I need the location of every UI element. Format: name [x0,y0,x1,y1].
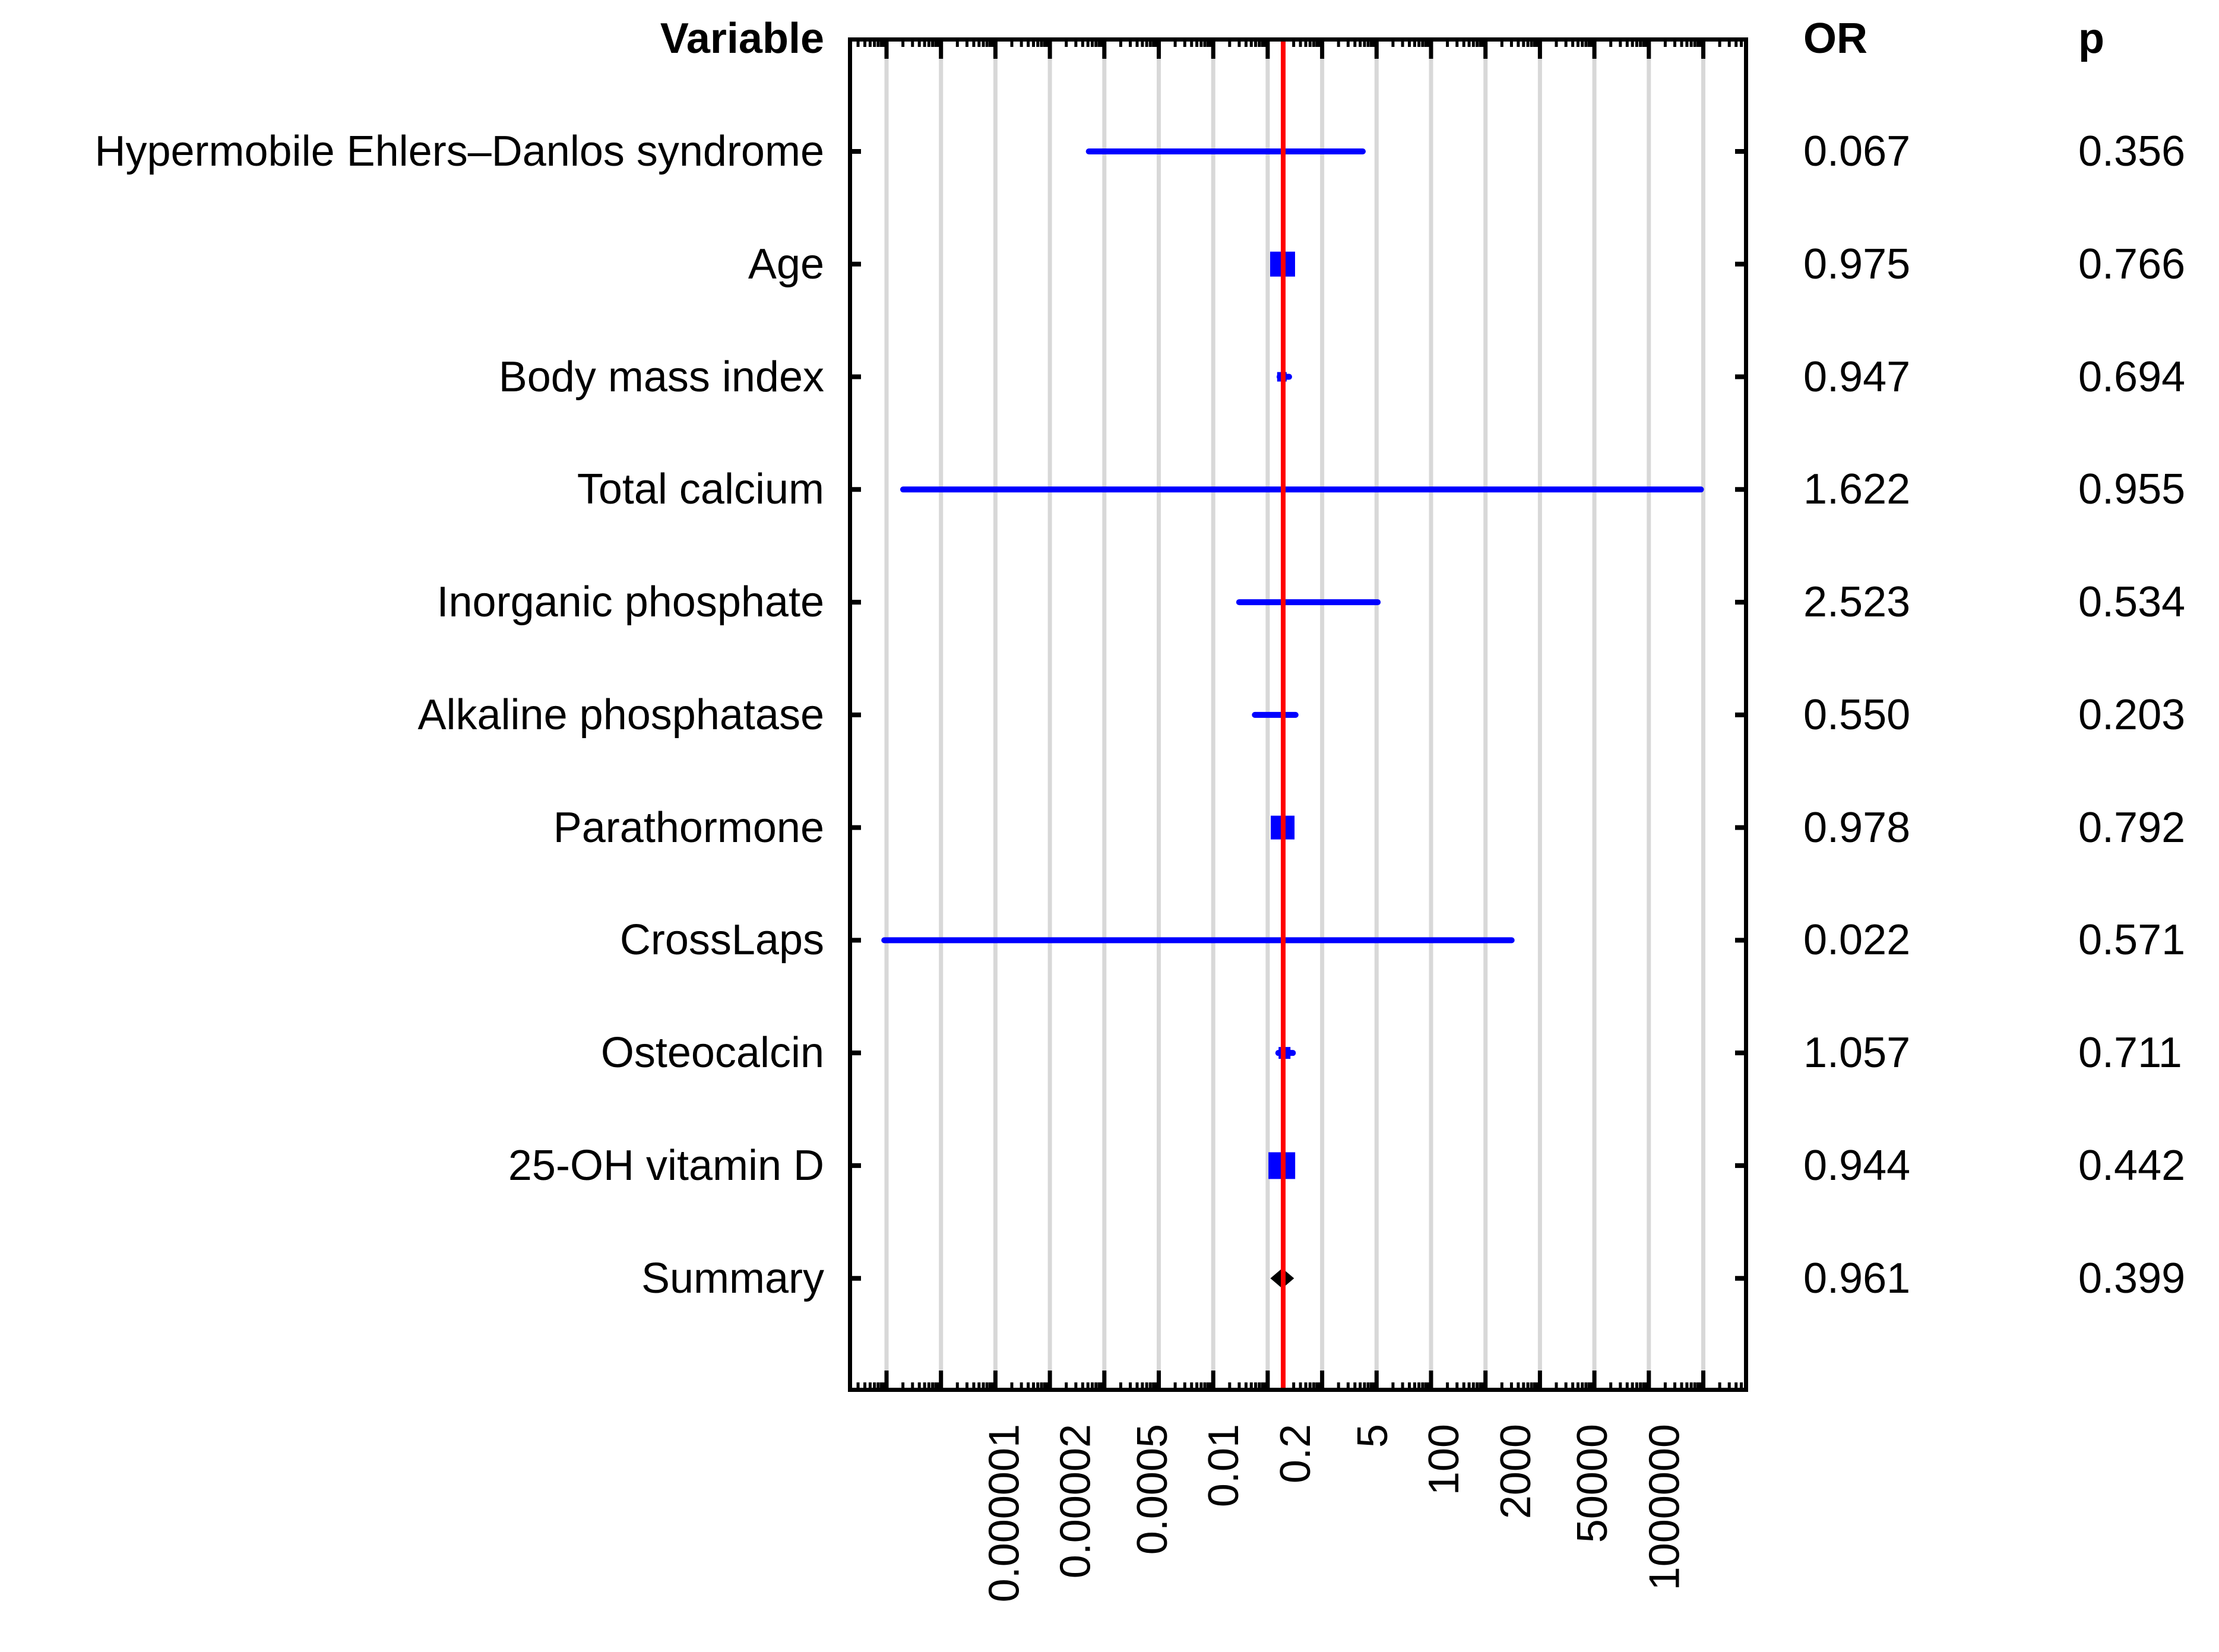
p-column-header: p [2078,15,2104,62]
x-tick-label: 0.0005 [1129,1424,1176,1555]
x-tick-label: 0.00002 [1052,1424,1100,1579]
p-value: 0.399 [2078,1254,2186,1302]
variable-column-header: Variable [660,15,824,62]
ci-line [1236,599,1381,606]
x-tick-label: 2000 [1492,1424,1540,1520]
p-value: 0.356 [2078,128,2186,175]
or-value: 0.978 [1803,803,1911,852]
p-value: 0.792 [2078,803,2186,852]
or-value: 1.622 [1803,466,1911,514]
ci-line [881,937,1515,944]
plot-border [848,37,1748,1392]
or-value: 1.057 [1803,1029,1911,1077]
x-tick-label: 100 [1420,1424,1468,1496]
or-value: 0.961 [1803,1254,1911,1302]
x-tick-label: 1000000 [1641,1424,1689,1591]
reference-line [1281,39,1286,1390]
ci-line [900,486,1704,493]
row-label: Age [748,240,824,288]
row-label: Inorganic phosphate [436,578,825,626]
or-value: 0.550 [1803,691,1911,739]
or-column-header: OR [1803,15,1867,62]
row-label: CrossLaps [619,916,824,964]
row-label: Parathormone [553,803,824,852]
row-label: Body mass index [498,353,824,401]
or-value: 0.947 [1803,353,1911,401]
p-value: 0.694 [2078,353,2186,401]
ci-line [1252,711,1299,718]
p-value: 0.534 [2078,578,2186,626]
x-tick-label: 50000 [1569,1424,1617,1543]
or-value: 2.523 [1803,578,1911,626]
ci-line [1085,148,1366,154]
p-value: 0.442 [2078,1141,2186,1189]
row-label: Summary [641,1254,824,1302]
row-label: Osteocalcin [600,1029,824,1077]
p-value: 0.766 [2078,240,2186,288]
x-tick-label: 5 [1349,1424,1397,1448]
or-value: 0.975 [1803,240,1911,288]
or-value: 0.067 [1803,128,1911,175]
x-tick-label: 0.2 [1272,1424,1320,1484]
row-label: Hypermobile Ehlers–Danlos syndrome [94,128,824,175]
p-value: 0.571 [2078,916,2186,964]
x-tick-label: 0.000001 [980,1424,1028,1603]
row-label: Total calcium [577,466,824,514]
forest-plot [848,37,1748,1392]
p-value: 0.203 [2078,691,2186,739]
row-label: 25-OH vitamin D [508,1141,824,1189]
p-value: 0.955 [2078,466,2186,514]
or-value: 0.022 [1803,916,1911,964]
row-label: Alkaline phosphatase [417,691,825,739]
x-tick-label: 0.01 [1200,1424,1248,1508]
p-value: 0.711 [2078,1029,2182,1077]
or-value: 0.944 [1803,1141,1911,1189]
